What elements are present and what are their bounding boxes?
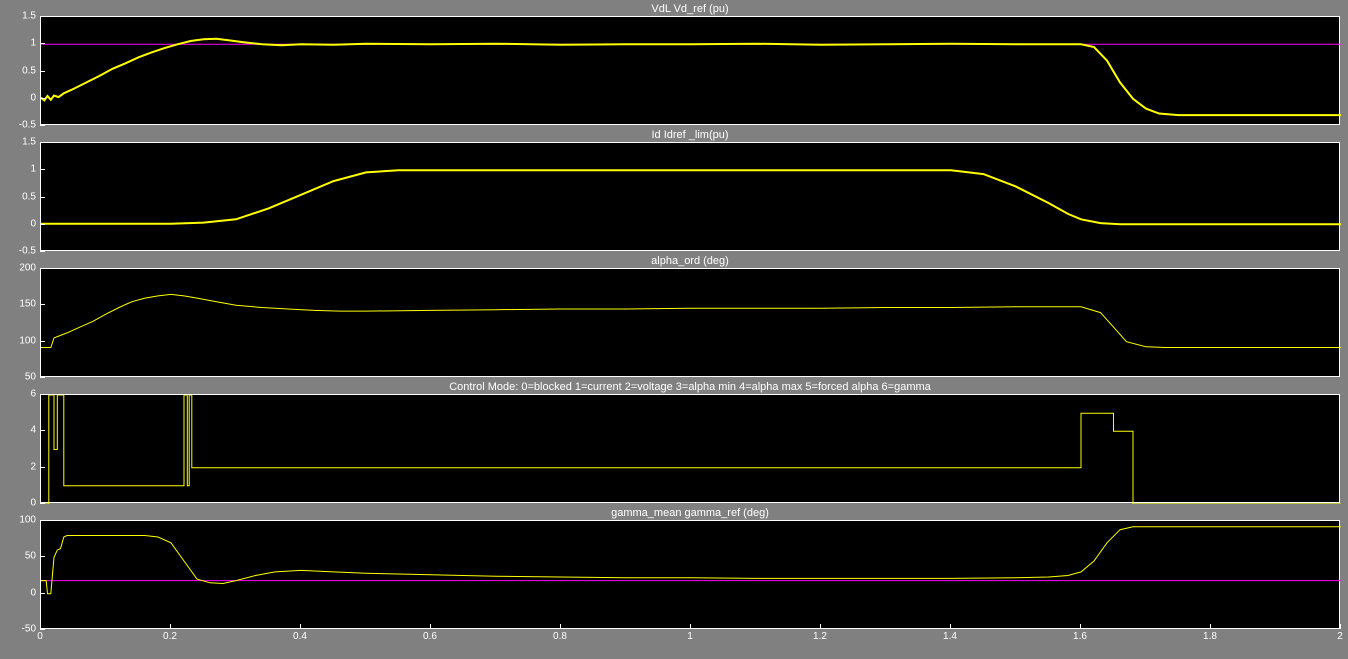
ytick-label: 100 xyxy=(0,515,36,526)
series-line xyxy=(41,527,1341,594)
plot-svg-4 xyxy=(41,521,1341,630)
ytick-mark xyxy=(40,520,45,521)
ytick-mark xyxy=(40,16,45,17)
ytick-mark xyxy=(40,377,45,378)
ytick-mark xyxy=(40,467,45,468)
ytick-mark xyxy=(40,593,45,594)
ytick-label: 1 xyxy=(0,164,36,175)
ytick-label: 200 xyxy=(0,263,36,274)
ytick-mark xyxy=(40,341,45,342)
panel-title-4: gamma_mean gamma_ref (deg) xyxy=(40,506,1340,520)
ytick-mark xyxy=(40,197,45,198)
series-line xyxy=(41,294,1341,347)
ytick-mark xyxy=(40,251,45,252)
xtick-label: 0 xyxy=(37,631,43,642)
ytick-label: 0 xyxy=(0,218,36,229)
ytick-label: 6 xyxy=(0,389,36,400)
ytick-label: 50 xyxy=(0,551,36,562)
xtick-label: 0.6 xyxy=(423,631,437,642)
xtick-label: 1.8 xyxy=(1203,631,1217,642)
ytick-label: 1 xyxy=(0,38,36,49)
ytick-mark xyxy=(40,43,45,44)
xtick-mark xyxy=(950,624,951,629)
ytick-label: 0.5 xyxy=(0,65,36,76)
plot-svg-1 xyxy=(41,143,1341,252)
ytick-label: 1.5 xyxy=(0,137,36,148)
ytick-mark xyxy=(40,98,45,99)
ytick-label: 4 xyxy=(0,425,36,436)
ytick-label: 1.5 xyxy=(0,11,36,22)
ytick-mark xyxy=(40,268,45,269)
plot-area-2[interactable] xyxy=(40,268,1340,377)
xtick-mark xyxy=(170,624,171,629)
ytick-mark xyxy=(40,169,45,170)
ytick-label: 150 xyxy=(0,299,36,310)
ytick-label: 0.5 xyxy=(0,191,36,202)
series-line xyxy=(41,170,1341,224)
ytick-label: -0.5 xyxy=(0,120,36,131)
ytick-mark xyxy=(40,629,45,630)
xtick-mark xyxy=(1340,624,1341,629)
xtick-label: 0.4 xyxy=(293,631,307,642)
scope-container: VdL Vd_ref (pu) -0.5 0 0.5 1 1.5 Id Idref _lim… xyxy=(0,0,1348,659)
ytick-label: 50 xyxy=(0,372,36,383)
xtick-mark xyxy=(300,624,301,629)
panel-title-0: VdL Vd_ref (pu) xyxy=(40,2,1340,16)
xtick-mark xyxy=(820,624,821,629)
plot-svg-2 xyxy=(41,269,1341,378)
series-line xyxy=(41,39,1341,115)
ytick-mark xyxy=(40,142,45,143)
plot-area-3[interactable] xyxy=(40,394,1340,503)
ytick-mark xyxy=(40,503,45,504)
xtick-mark xyxy=(1080,624,1081,629)
ytick-mark xyxy=(40,430,45,431)
ytick-label: 100 xyxy=(0,335,36,346)
panel-title-2: alpha_ord (deg) xyxy=(40,254,1340,268)
plot-area-1[interactable] xyxy=(40,142,1340,251)
ytick-label: -0.5 xyxy=(0,246,36,257)
ytick-mark xyxy=(40,394,45,395)
xtick-label: 0.2 xyxy=(163,631,177,642)
xtick-label: 1.2 xyxy=(813,631,827,642)
xtick-mark xyxy=(1210,624,1211,629)
series-line xyxy=(41,170,1341,224)
series-line xyxy=(41,395,1341,504)
ytick-mark xyxy=(40,125,45,126)
xtick-label: 2 xyxy=(1337,631,1343,642)
xtick-mark xyxy=(40,624,41,629)
panel-title-3: Control Mode: 0=blocked 1=current 2=volt… xyxy=(40,380,1340,394)
ytick-mark xyxy=(40,304,45,305)
ytick-label: 0 xyxy=(0,92,36,103)
ytick-label: 0 xyxy=(0,498,36,509)
xtick-mark xyxy=(690,624,691,629)
ytick-label: 2 xyxy=(0,461,36,472)
plot-area-0[interactable] xyxy=(40,16,1340,125)
plot-svg-3 xyxy=(41,395,1341,504)
ytick-mark xyxy=(40,71,45,72)
plot-area-4[interactable] xyxy=(40,520,1340,629)
xtick-label: 1.4 xyxy=(943,631,957,642)
ytick-mark xyxy=(40,224,45,225)
ytick-label: -50 xyxy=(0,624,36,635)
plot-svg-0 xyxy=(41,17,1341,126)
xtick-mark xyxy=(560,624,561,629)
xtick-label: 0.8 xyxy=(553,631,567,642)
panel-title-1: Id Idref _lim(pu) xyxy=(40,128,1340,142)
ytick-label: 0 xyxy=(0,587,36,598)
xtick-mark xyxy=(430,624,431,629)
ytick-mark xyxy=(40,556,45,557)
xtick-label: 1 xyxy=(687,631,693,642)
xtick-label: 1.6 xyxy=(1073,631,1087,642)
